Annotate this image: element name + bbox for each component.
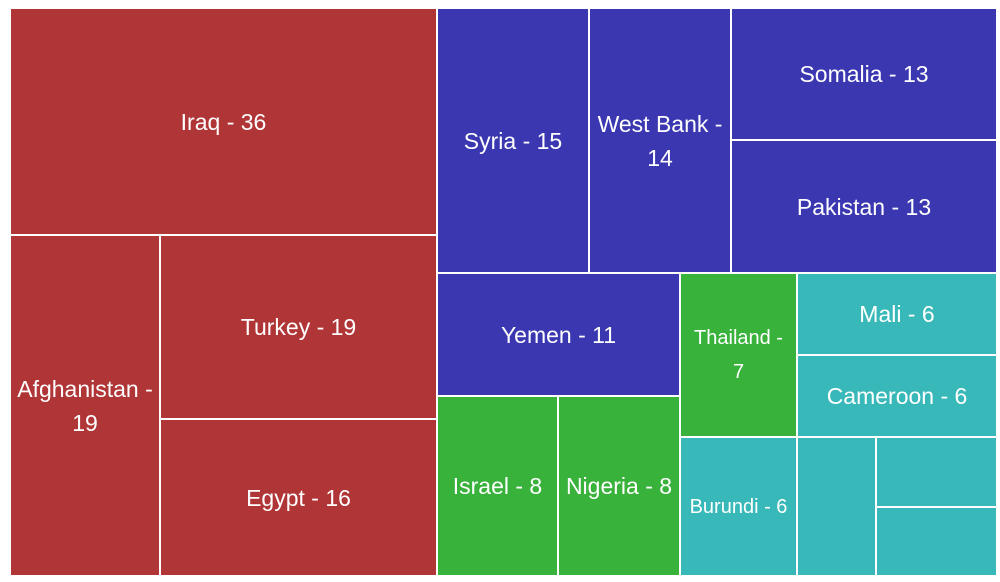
cell-label: Pakistan - 13 <box>796 193 932 220</box>
cell-label: Syria - 15 <box>463 127 563 154</box>
cell-label: West Bank - 14 <box>597 110 723 171</box>
cell-label: Yemen - 11 <box>500 321 617 348</box>
cell-label: Iraq - 36 <box>180 108 267 135</box>
treemap-cell: Iraq - 36 <box>10 8 437 235</box>
cell-label: Thailand - 7 <box>694 327 783 383</box>
cell-label: Egypt - 16 <box>246 484 351 511</box>
treemap-cell: Pakistan - 13 <box>731 140 997 273</box>
treemap-cell: Cameroon - 6 <box>797 355 997 437</box>
treemap-cell: Burundi - 6 <box>680 437 797 576</box>
cell-label: Nigeria - 8 <box>565 473 673 499</box>
treemap-cell: Syria - 15 <box>437 8 589 273</box>
treemap-cell: Somalia - 13 <box>731 8 997 140</box>
treemap-cell: West Bank - 14 <box>589 8 731 273</box>
treemap-cell: Israel - 8 <box>437 396 558 576</box>
cell-label: Israel - 8 <box>452 473 543 499</box>
cell-label: Afghanistan - 19 <box>17 375 153 436</box>
cell-label: Burundi - 6 <box>689 495 788 518</box>
cell-label: Cameroon - 6 <box>826 383 968 409</box>
treemap-cell <box>876 507 997 576</box>
cell-label: Turkey - 19 <box>240 314 357 340</box>
treemap-cell <box>797 437 876 576</box>
treemap-cell: Egypt - 16 <box>160 419 437 576</box>
treemap-cell: Thailand - 7 <box>680 273 797 437</box>
treemap-cell: Yemen - 11 <box>437 273 680 396</box>
cell-label: Somalia - 13 <box>799 61 929 87</box>
treemap-cell: Afghanistan - 19 <box>10 235 160 576</box>
treemap-cell <box>876 437 997 507</box>
treemap-cell: Mali - 6 <box>797 273 997 355</box>
treemap-cell: Nigeria - 8 <box>558 396 680 576</box>
treemap-cell: Turkey - 19 <box>160 235 437 419</box>
cell-label: Mali - 6 <box>859 301 935 327</box>
